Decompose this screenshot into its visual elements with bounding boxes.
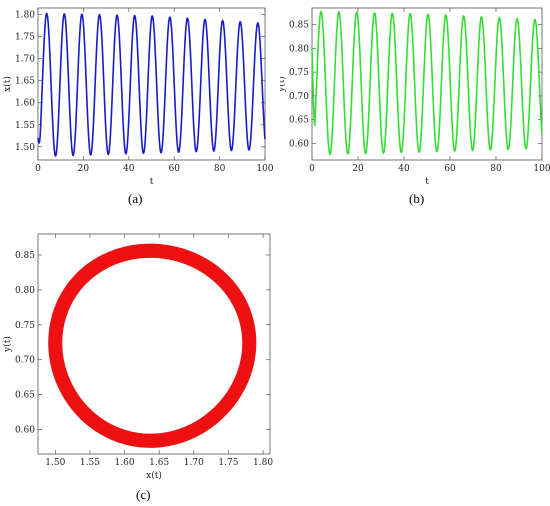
y-tick-label: 1.80 [15, 11, 35, 21]
x-tick-label: 0 [309, 164, 315, 174]
y-tick-label: 0.65 [15, 391, 35, 401]
x-tick-label: 20 [78, 164, 90, 174]
y-tick-label: 1.75 [15, 33, 35, 43]
x-tick-label: 40 [123, 164, 135, 174]
y-tick-label: 0.70 [15, 356, 35, 366]
x-tick-label: 100 [533, 164, 550, 174]
y-tick-label: 0.75 [15, 321, 35, 331]
phase-loop [51, 246, 254, 445]
plot-frame [37, 233, 271, 455]
y-tick-label: 0.85 [15, 251, 35, 261]
x-tick-label: 20 [352, 164, 364, 174]
series-line [311, 10, 543, 156]
x-axis-label: t [150, 177, 154, 187]
y-tick-label: 0.75 [289, 68, 309, 78]
caption-c: (c) [136, 487, 151, 502]
x-tick-label: 0 [35, 164, 41, 174]
y-tick-label: 0.80 [15, 286, 35, 296]
y-tick-label: 0.85 [289, 21, 309, 31]
y-tick-label: 1.65 [15, 77, 35, 87]
x-tick-label: 1.80 [253, 458, 273, 468]
phase-loop [49, 245, 255, 447]
phase-loop [48, 243, 257, 448]
y-tick-label: 1.55 [15, 121, 35, 131]
x-tick-label: 1.75 [218, 458, 238, 468]
x-tick-label: 1.60 [115, 458, 135, 468]
phase-loop [56, 251, 249, 440]
y-tick-label: 0.60 [15, 426, 35, 436]
phase-loop [57, 253, 247, 439]
x-tick-label: 60 [168, 164, 180, 174]
x-tick-label: 80 [490, 164, 502, 174]
x-tick-label: 60 [444, 164, 456, 174]
caption-b: (b) [409, 191, 425, 206]
y-tick-label: 0.80 [289, 44, 309, 54]
x-tick-label: 1.65 [149, 458, 169, 468]
y-tick-label: 0.65 [289, 116, 309, 126]
x-axis-label: x(t) [146, 470, 162, 481]
phase-portrait-chart: 1.50 1.55 1.60 1.65 1.70 1.75 1.80 0.60 0.65 0.70… [2, 233, 273, 481]
y-tick-label: 1.50 [15, 143, 35, 153]
phase-loop [52, 248, 252, 444]
x-tick-label: 1.70 [184, 458, 204, 468]
x-tick-label: 1.50 [45, 458, 65, 468]
y-axis-label: y(t) [2, 336, 13, 353]
phase-loop [54, 250, 250, 442]
x-tick-label: 80 [214, 164, 226, 174]
y-tick-label: 0.70 [289, 92, 309, 102]
phase-loop [59, 254, 246, 437]
x-tick-label: 100 [256, 164, 273, 174]
y-axis-label: x(t) [2, 76, 13, 92]
plot-frame [37, 7, 266, 161]
time-series-chart-x: 0 20 40 60 80 100 1.50 1.55 1.60 1.65 1.70 1.75 1.80… [2, 7, 274, 187]
y-axis-label: y(t) [280, 76, 287, 93]
caption-a: (a) [128, 191, 143, 206]
y-tick-label: 0.60 [289, 139, 309, 149]
y-tick-label: 1.60 [15, 99, 35, 109]
time-series-chart-y: 0 20 40 60 80 100 0.60 0.65 0.70 0.75 0.80 0.85 t y(t… [280, 7, 550, 187]
series-line [37, 12, 266, 157]
x-tick-label: 1.55 [80, 458, 100, 468]
y-tick-label: 1.70 [15, 55, 35, 65]
x-tick-label: 40 [398, 164, 410, 174]
x-axis-label: t [425, 177, 429, 187]
